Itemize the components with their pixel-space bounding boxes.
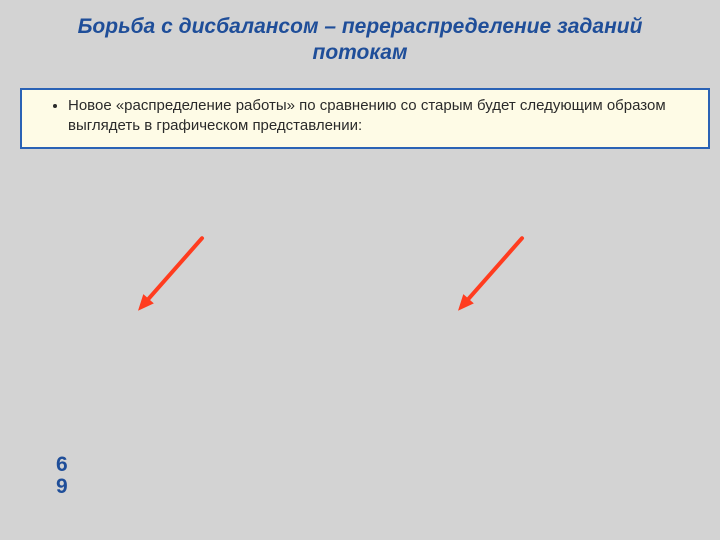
- slide-title: Борьба с дисбалансом – перераспределение…: [40, 14, 680, 67]
- slide: Борьба с дисбалансом – перераспределение…: [0, 0, 720, 540]
- arrow-right: [440, 225, 540, 335]
- page-number: 69: [56, 454, 76, 498]
- bullet-list: Новое «распределение работы» по сравнени…: [34, 96, 696, 137]
- arrow-left: [120, 225, 220, 335]
- bullet-item: Новое «распределение работы» по сравнени…: [68, 96, 696, 137]
- content-box: Новое «распределение работы» по сравнени…: [20, 88, 710, 149]
